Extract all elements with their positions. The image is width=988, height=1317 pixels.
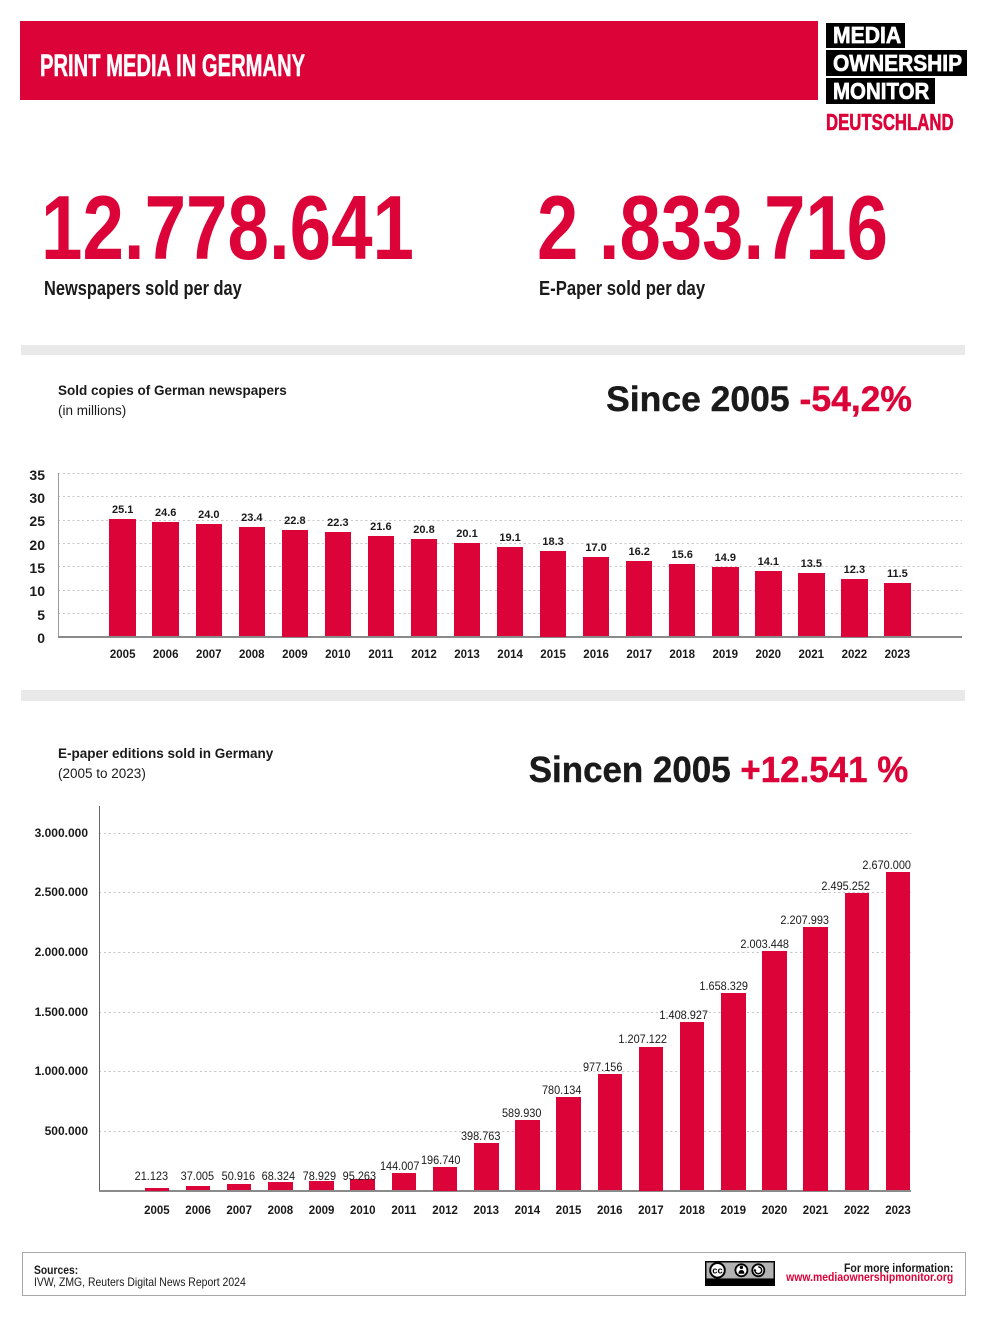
svg-text:cc: cc <box>712 1266 723 1277</box>
